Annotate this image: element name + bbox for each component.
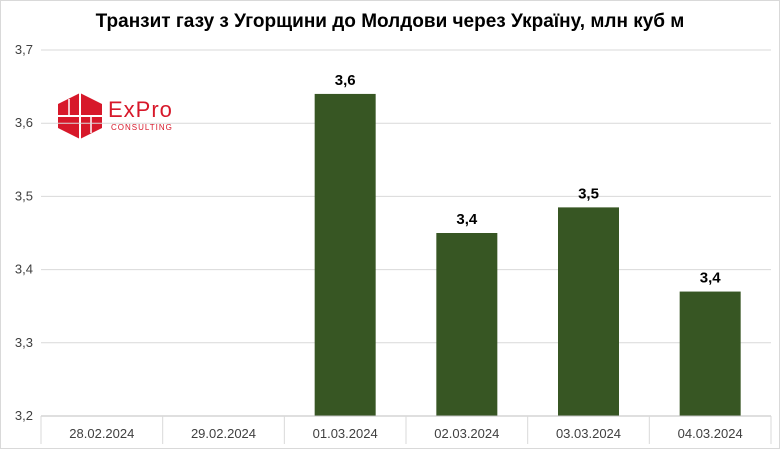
y-tick-label: 3,6 [15,115,33,130]
data-label: 3,5 [578,185,599,202]
bar [314,93,376,417]
y-tick-label: 3,5 [15,188,33,203]
y-tick-label: 3,2 [15,408,33,423]
data-label: 3,4 [700,270,722,287]
y-tick-label: 3,4 [15,262,33,277]
x-tick-label: 03.03.2024 [556,426,621,441]
data-label: 3,6 [335,72,356,89]
y-tick-label: 3,7 [15,42,33,57]
x-tick-label: 29.02.2024 [191,426,256,441]
x-tick-label: 02.03.2024 [434,426,499,441]
bar [436,233,498,416]
x-tick-label: 28.02.2024 [69,426,134,441]
x-tick-label: 04.03.2024 [678,426,743,441]
bar [679,291,741,416]
x-tick-label: 01.03.2024 [313,426,378,441]
logo-name: ExPro [108,97,173,122]
logo-subtitle: CONSULTING [111,123,173,132]
data-label: 3,4 [456,211,478,228]
bar [558,207,619,416]
expro-cube-icon [58,93,102,139]
expro-logo: ExPro CONSULTING [56,91,206,146]
y-tick-label: 3,3 [15,335,33,350]
chart-title: Транзит газу з Угорщини до Молдови через… [95,11,685,32]
